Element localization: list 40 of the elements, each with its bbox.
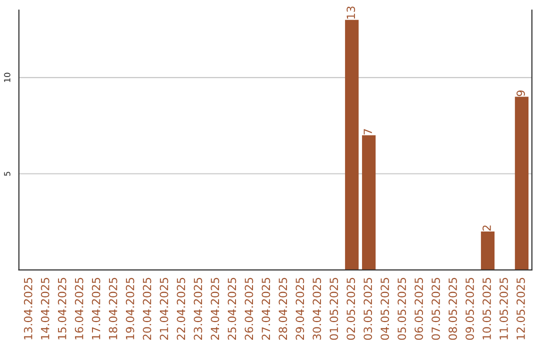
bar [514,96,529,270]
x-tick-label: 28.04.2025 [278,278,288,340]
x-tick-label: 17.04.2025 [92,278,100,340]
x-tick-label: 04.05.2025 [380,278,390,340]
data-label: 7 [364,129,372,134]
x-tick-label: 02.05.2025 [346,278,356,340]
x-tick-label: 29.04.2025 [296,278,304,340]
x-tick-label: 25.04.2025 [228,278,236,340]
x-tick-label: 23.04.2025 [194,278,202,340]
x-tick-label: 05.05.2025 [398,278,406,340]
x-tick-label: 30.04.2025 [312,278,322,340]
x-tick-label: 15.04.2025 [58,278,66,340]
x-tick-label: 14.04.2025 [40,278,50,340]
x-tick-label: 27.04.2025 [262,278,270,340]
bar [345,20,359,270]
x-tick-label: 13.04.2025 [24,278,32,340]
x-tick-label: 11.05.2025 [500,278,508,340]
bar [362,135,376,270]
x-tick-label: 24.04.2025 [210,278,220,340]
x-tick-label: 19.04.2025 [126,278,134,340]
x-tick-label: 10.05.2025 [482,278,491,340]
x-tick-label: 01.05.2025 [330,278,338,340]
x-tick-label: 16.04.2025 [74,278,84,340]
x-tick-label: 18.04.2025 [108,278,118,340]
y-tick-label: 5 [4,172,10,176]
x-tick-label: 06.05.2025 [414,278,424,340]
y-tick-label: 10 [4,72,10,82]
x-tick-label: 07.05.2025 [432,278,440,340]
x-tick-label: 26.04.2025 [244,278,254,340]
x-tick-label: 22.04.2025 [176,278,186,340]
x-tick-label: 12.05.2025 [516,278,525,340]
data-label: 9 [516,90,525,96]
data-label: 2 [482,226,491,231]
x-tick-label: 03.05.2025 [364,278,372,340]
x-tick-label: 20.04.2025 [142,278,152,340]
x-tick-label: 09.05.2025 [466,278,474,340]
x-tick-label: 08.05.2025 [448,278,457,340]
data-label: 13 [346,6,356,19]
x-tick-label: 21.04.2025 [160,278,168,340]
bar [480,231,495,270]
